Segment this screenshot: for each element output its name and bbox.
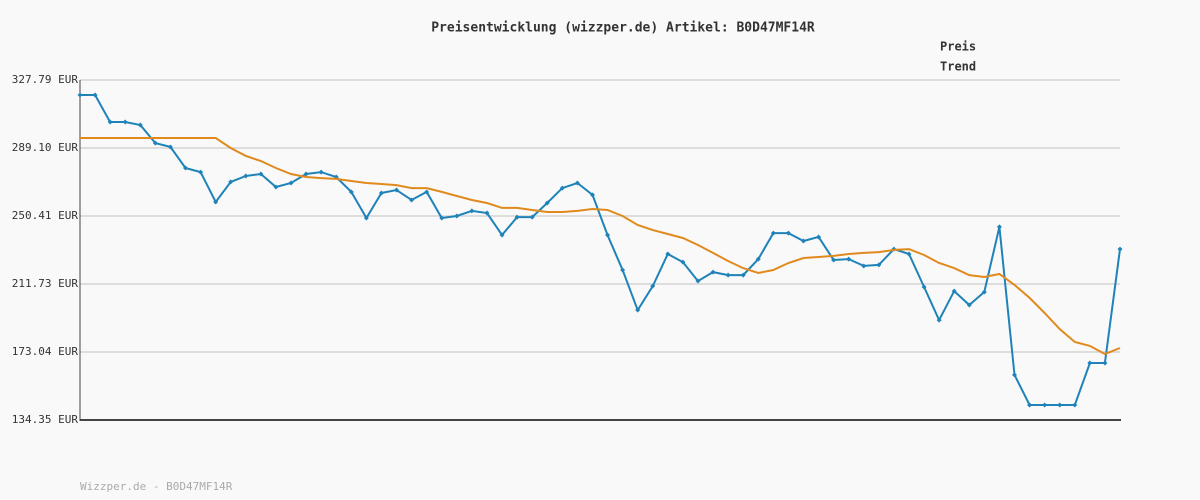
point — [137, 122, 143, 128]
point — [258, 171, 264, 177]
point — [424, 189, 430, 195]
point — [951, 288, 957, 294]
point — [228, 179, 234, 185]
point — [348, 189, 354, 195]
point — [213, 199, 219, 205]
series-line — [80, 94, 1121, 406]
point — [439, 215, 445, 221]
point — [936, 317, 942, 323]
point — [695, 278, 701, 284]
point — [1027, 402, 1033, 408]
point — [966, 302, 972, 308]
point — [876, 262, 882, 268]
point — [469, 208, 475, 214]
point — [92, 92, 98, 98]
y-tick-label: 211.73 EUR — [12, 277, 79, 290]
point — [740, 272, 746, 278]
point — [635, 307, 641, 313]
point — [1057, 402, 1063, 408]
point — [770, 230, 776, 236]
y-tick-label: 173.04 EUR — [12, 345, 79, 358]
point — [1042, 402, 1048, 408]
legend-label: Preis — [940, 40, 976, 54]
point — [831, 257, 837, 263]
point — [785, 230, 791, 236]
point — [409, 197, 415, 203]
legend-label: Trend — [940, 60, 976, 74]
point — [1117, 246, 1123, 252]
point — [1011, 372, 1017, 378]
point — [378, 190, 384, 196]
point — [198, 169, 204, 175]
y-tick-label: 250.41 EUR — [12, 209, 79, 222]
series-line — [80, 137, 1121, 356]
point — [152, 140, 158, 146]
point — [454, 213, 460, 219]
point — [861, 263, 867, 269]
point — [318, 169, 324, 175]
point — [303, 171, 309, 177]
point — [816, 234, 822, 240]
point — [1072, 402, 1078, 408]
point — [981, 289, 987, 295]
point — [680, 259, 686, 265]
point — [755, 256, 761, 262]
point — [650, 283, 656, 289]
point — [1102, 360, 1108, 366]
point — [846, 256, 852, 262]
y-tick-label: 134.35 EUR — [12, 413, 79, 426]
point — [620, 267, 626, 273]
chart-title: Preisentwicklung (wizzper.de) Artikel: B… — [431, 21, 815, 36]
point — [273, 184, 279, 190]
point — [544, 200, 550, 206]
point — [288, 180, 294, 186]
point — [906, 251, 912, 257]
point — [514, 214, 520, 220]
point — [77, 92, 83, 98]
footer: Wizzper.de - B0D47MF14R — [80, 480, 233, 493]
point — [243, 173, 249, 179]
point — [725, 272, 731, 278]
point — [529, 214, 535, 220]
point — [996, 224, 1002, 230]
point — [167, 144, 173, 150]
point — [665, 251, 671, 257]
point — [559, 185, 565, 191]
point — [710, 269, 716, 275]
point — [499, 232, 505, 238]
point — [921, 284, 927, 290]
point — [107, 119, 113, 125]
point — [484, 210, 490, 216]
point — [605, 232, 611, 238]
y-tick-label: 327.79 EUR — [12, 73, 79, 86]
point — [122, 119, 128, 125]
point — [183, 165, 189, 171]
point — [589, 192, 595, 198]
point — [363, 215, 369, 221]
point — [394, 187, 400, 193]
y-tick-label: 289.10 EUR — [12, 141, 79, 154]
point — [1087, 360, 1093, 366]
point — [574, 180, 580, 186]
point — [800, 238, 806, 244]
